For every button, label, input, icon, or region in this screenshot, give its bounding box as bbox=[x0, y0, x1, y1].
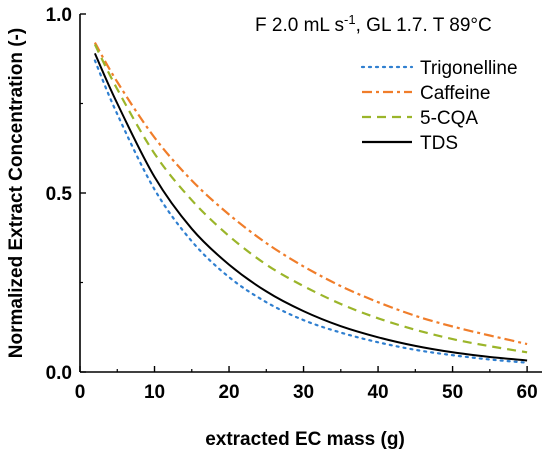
x-tick-label: 40 bbox=[367, 382, 388, 403]
legend-label-tds: TDS bbox=[420, 133, 458, 154]
x-axis-title: extracted EC mass (g) bbox=[205, 429, 405, 450]
legend-label-caffeine: Caffeine bbox=[420, 83, 490, 104]
series-line-trigonelline bbox=[93, 59, 529, 364]
x-tick-label: 50 bbox=[442, 382, 463, 403]
x-tick-label: 20 bbox=[218, 382, 239, 403]
axes bbox=[79, 13, 542, 373]
x-tick-label: 10 bbox=[144, 382, 165, 403]
legend-label-trigonelline: Trigonelline bbox=[420, 58, 518, 79]
annotation-prefix: F 2.0 mL s bbox=[255, 15, 344, 36]
y-tick-label: 1.0 bbox=[46, 5, 72, 26]
y-tick-label: 0.5 bbox=[46, 184, 73, 205]
annotation-superscript: -1 bbox=[344, 12, 356, 27]
conditions-annotation: F 2.0 mL s-1, GL 1.7. T 89°C bbox=[255, 12, 492, 37]
legend-label-5-cqa: 5-CQA bbox=[420, 108, 478, 129]
x-tick-label: 0 bbox=[75, 382, 86, 403]
x-tick-label: 60 bbox=[517, 382, 538, 403]
tick-labels: 0 10 20 30 40 50 60 0.0 0.5 1.0 bbox=[46, 5, 538, 403]
y-axis-title: Normalized Extract Concentration (-) bbox=[6, 28, 27, 358]
series-line-tds bbox=[93, 52, 528, 362]
x-tick-label: 30 bbox=[293, 382, 314, 403]
annotation-suffix: , GL 1.7. T 89°C bbox=[356, 15, 492, 36]
series-curves bbox=[93, 42, 529, 364]
series-line-5-cqa bbox=[93, 43, 528, 354]
y-tick-label: 0.0 bbox=[46, 363, 72, 384]
legend: Trigonelline Caffeine 5-CQA TDS bbox=[360, 58, 518, 154]
series-line-caffeine bbox=[93, 42, 528, 346]
